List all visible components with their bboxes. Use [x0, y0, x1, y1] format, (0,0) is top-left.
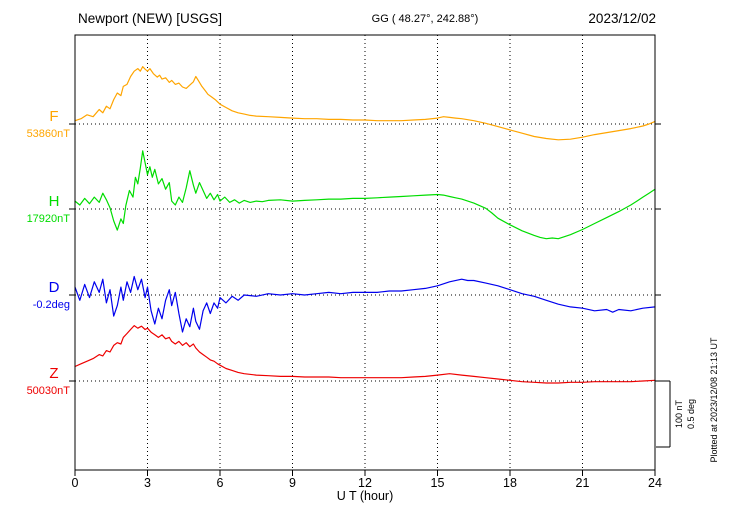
channel-label-Z: Z [49, 365, 58, 382]
date-label: 2023/12/02 [588, 11, 656, 26]
header: Newport (NEW) [USGS] GG ( 48.27°, 242.88… [78, 11, 656, 26]
geographic-coords: GG ( 48.27°, 242.88°) [372, 13, 479, 25]
x-tick-label-18: 18 [503, 476, 517, 490]
channel-label-D: D [49, 279, 60, 296]
x-tick-label-0: 0 [72, 476, 79, 490]
baselines-layer [75, 123, 655, 382]
x-tick-label-21: 21 [576, 476, 590, 490]
x-tick-label-24: 24 [648, 476, 662, 490]
tick-labels-layer: 0 3 6 9 12 15 18 21 24 [72, 476, 662, 490]
channel-labels-layer: F 53860nT H 17920nT D -0.2deg Z 50030nT [27, 108, 71, 397]
scale-deg-label: 0.5 deg [686, 399, 696, 429]
channel-label-H: H [49, 193, 60, 210]
trace-Z [74, 325, 656, 384]
channel-baseline-value-D: -0.2deg [33, 299, 70, 311]
x-tick-label-15: 15 [431, 476, 445, 490]
x-tick-label-12: 12 [358, 476, 372, 490]
channel-label-F: F [49, 108, 58, 125]
x-tick-label-3: 3 [144, 476, 151, 490]
station-title: Newport (NEW) [USGS] [78, 11, 222, 26]
plot-area: 0 3 6 9 12 15 18 21 24 F 53860nT H 17920nT D -0.2deg Z… [27, 34, 662, 490]
x-axis-title: U T (hour) [337, 489, 394, 503]
x-tick-label-9: 9 [289, 476, 296, 490]
scale-nt-label: 100 nT [674, 399, 684, 428]
scale-bar: 100 nT 0.5 deg [656, 380, 696, 448]
channel-baseline-value-Z: 50030nT [27, 385, 71, 397]
plotted-at-note: Plotted at 2023/12/08 21:13 UT [709, 337, 719, 463]
channel-baseline-value-F: 53860nT [27, 128, 71, 140]
plot-border [74, 34, 656, 471]
trace-H [74, 150, 656, 240]
x-tick-label-6: 6 [217, 476, 224, 490]
trace-D [74, 275, 656, 333]
gridlines-layer [147, 35, 583, 470]
trace-F [74, 65, 656, 141]
traces-layer [74, 65, 656, 384]
channel-baseline-value-H: 17920nT [27, 213, 71, 225]
